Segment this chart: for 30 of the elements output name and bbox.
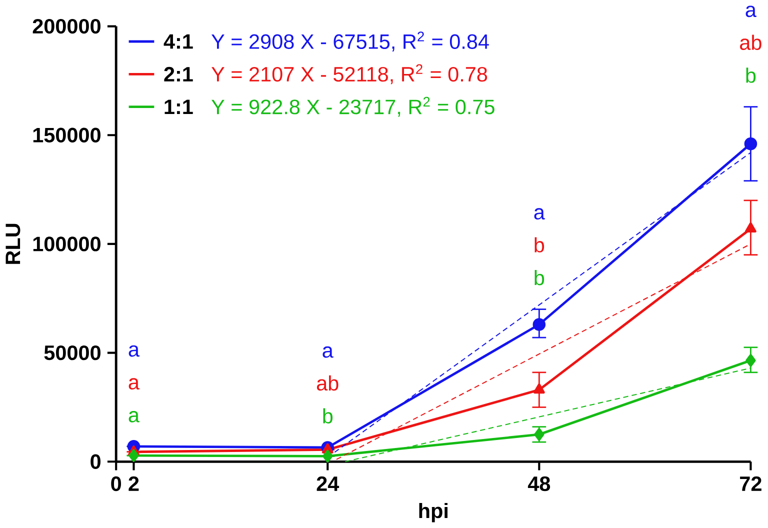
annotation: ab xyxy=(316,375,338,391)
legend-label: 1:1 xyxy=(164,100,193,114)
legend-label: 4:1 xyxy=(164,34,193,49)
annotation: Y = 2908 X - 67515, R$^{2}$ = 0.84 xyxy=(212,32,489,52)
y-tick-label: 100000 xyxy=(33,236,100,252)
y-tick-label: 50000 xyxy=(44,345,100,360)
annotation: a xyxy=(322,346,334,358)
annotation: a xyxy=(534,208,545,220)
x-tick-label: 72 xyxy=(740,476,762,491)
annotation: b xyxy=(746,68,756,83)
x-tick-label: 24 xyxy=(316,476,340,491)
annotation: b xyxy=(534,237,544,252)
y-tick-label: 200000 xyxy=(32,18,100,34)
annotation: a xyxy=(128,345,140,357)
x-tick-label: 48 xyxy=(528,476,550,492)
legend-label: 2:1 xyxy=(164,66,193,82)
annotation: Y = 922.8 X - 23717, R$^{2}$ = 0.75 xyxy=(212,96,494,117)
annotation: b xyxy=(323,408,333,424)
annotation: a xyxy=(128,411,140,422)
annotation: a xyxy=(128,378,140,390)
x-tick-label: 2 xyxy=(128,476,139,491)
y-tick-label: 150000 xyxy=(33,128,100,142)
x-axis-title: hpi xyxy=(419,502,448,522)
y-axis-title: RLU xyxy=(6,224,20,264)
y-tick-label: 0 xyxy=(90,454,100,469)
annotation: b xyxy=(534,270,544,286)
annotation: Y = 2107 X - 52118, R$^{2}$ = 0.78 xyxy=(212,64,488,84)
text: a xyxy=(746,6,756,18)
x-tick-label: 0 xyxy=(111,476,122,492)
annotation: ab xyxy=(740,34,762,50)
